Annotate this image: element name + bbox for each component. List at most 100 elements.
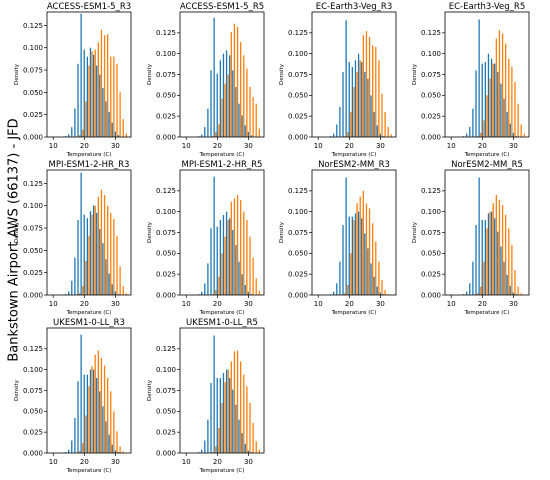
histogram-bar [233,23,236,138]
histogram-bar [215,290,217,295]
histogram-bar [370,95,372,137]
histogram-bar [224,83,226,137]
subplot: NorESM2-MM_R5 10 20 30 0.000 0.025 0.050 0.075 0… [412,160,530,316]
histogram-bar [382,136,385,137]
histogram-bar [258,128,260,137]
histogram-bar [227,74,229,137]
histogram-bar [481,220,483,295]
histogram-bar [68,449,70,453]
histogram-bar [475,225,477,295]
histogram-bar [110,212,112,295]
subplot-title: MPI-ESM1-2-HR_R3 [49,160,130,170]
x-tick-label: 20 [213,300,222,308]
histogram-bar [495,38,497,137]
y-tick-label: 0.025 [288,113,308,121]
histogram-bar [235,87,237,137]
histogram-bar [74,418,76,453]
histogram-bar [204,283,206,295]
histogram-bar [102,87,104,137]
y-tick-label: 0.025 [156,429,176,437]
histogram-bar [368,208,371,295]
histogram-bar [469,283,471,295]
histogram-bar [362,190,364,295]
x-tick-label: 30 [244,458,253,466]
histogram-bar [107,205,109,295]
histogram-bar [344,136,346,137]
histogram-bar [216,73,218,137]
histogram-bar [376,286,378,295]
histogram-bar [92,54,95,137]
histogram-bar [225,369,228,453]
y-tick-label: 0.075 [288,71,308,79]
histogram-bar [213,176,215,295]
histogram-bar [99,391,101,453]
histogram-bar [83,374,85,453]
y-tick-label: 0.125 [23,22,43,30]
histogram-bar [246,68,248,137]
x-axis-label: Temperature (C) [199,468,245,474]
y-tick-label: 0.050 [23,408,43,416]
histogram-bar [235,245,237,295]
histogram-bar [520,293,522,295]
y-tick-label: 0.075 [156,387,176,395]
histogram-bar [500,246,502,295]
subplot-title: UKESM1-0-LL_R5 [186,318,258,328]
histogram-bar [497,231,499,295]
x-axis-label: Temperature (C) [66,152,112,158]
histogram-bar [212,294,214,295]
y-tick-label: 0.050 [156,408,176,416]
y-tick-label: 0.100 [288,50,308,58]
y-tick-label: 0.000 [23,449,43,457]
histogram-bar [86,374,89,453]
histogram-bar [252,97,254,137]
histogram-bar [221,98,223,137]
histogram-bar [216,226,218,295]
histogram-bar [79,293,81,295]
y-tick-label: 0.025 [288,271,308,279]
y-tick-label: 0.050 [288,92,308,100]
y-tick-label: 0.050 [421,92,441,100]
y-tick-label: 0.075 [156,229,176,237]
histogram-bar [250,294,253,295]
histogram-bar [68,291,70,295]
histogram-bar [119,266,121,295]
histogram-bar [344,293,346,295]
histogram-bar [94,205,96,295]
histogram-bar [370,263,372,295]
histogram-bar [89,369,92,453]
x-tick-label: 20 [478,300,487,308]
histogram-bar [222,53,225,137]
histogram-bar [477,293,479,295]
histogram-bar [495,195,497,295]
histogram-bar [201,449,203,453]
histogram-bar [517,103,519,137]
histogram-bar [125,293,127,295]
histogram-bar [71,127,73,137]
histogram-bar [91,214,93,295]
histogram-bar [250,135,253,137]
histogram-bar [354,213,357,295]
histogram-bar [100,189,103,295]
histogram-bar [122,119,124,137]
histogram-bar [497,72,499,137]
histogram-bar [365,203,368,295]
x-tick-label: 30 [509,300,518,308]
histogram-bar [80,334,82,453]
histogram-bar [511,67,513,137]
histogram-bar [82,286,84,295]
y-axis-label: Density [279,63,285,85]
histogram-bar [64,452,67,453]
y-tick-label: 0.075 [156,71,176,79]
histogram-bar [478,177,480,295]
histogram-bar [368,37,371,137]
histogram-bar [382,294,385,295]
histogram-bar [514,270,516,295]
x-axis-label: Temperature (C) [464,310,510,316]
subplot-title: ACCESS-ESM1-5_R5 [180,2,264,12]
histogram-bar [350,112,352,137]
histogram-bar [364,72,366,137]
histogram-bar [376,125,378,137]
histogram-bar [486,228,488,295]
histogram-bar [512,292,515,295]
histogram-bar [105,259,107,295]
